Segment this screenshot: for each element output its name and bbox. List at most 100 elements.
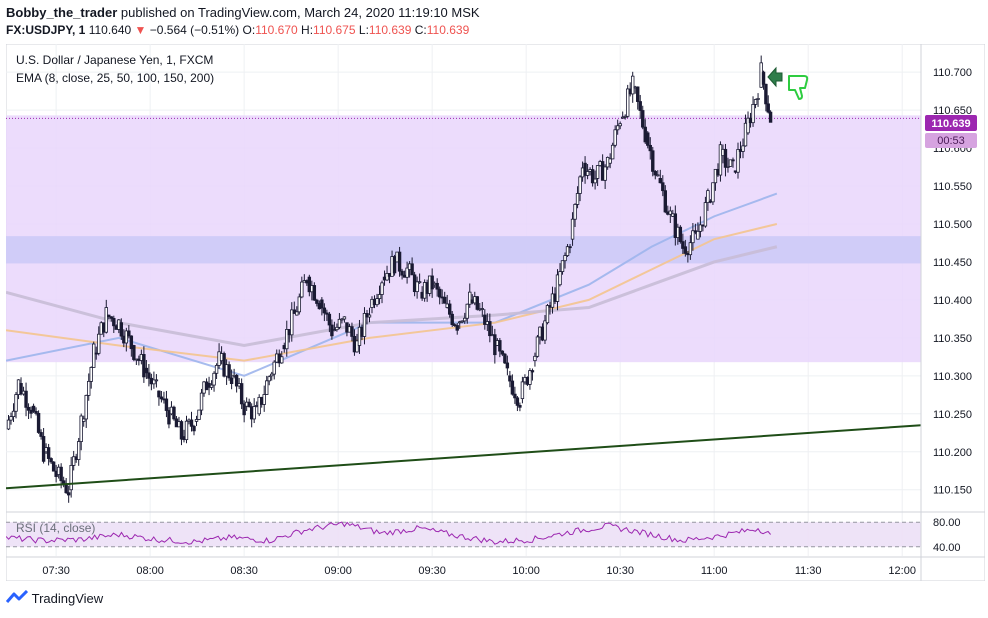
candle	[69, 456, 73, 498]
candle	[315, 298, 319, 307]
price-tick-1: 110.200	[933, 447, 972, 459]
candle-body	[234, 374, 239, 387]
candle	[132, 344, 136, 362]
candle	[272, 360, 276, 380]
candle	[713, 168, 718, 191]
candle	[661, 175, 665, 197]
time-tick-1: 08:00	[136, 565, 164, 577]
candle-body	[332, 329, 337, 332]
candle	[751, 96, 755, 127]
price-axis[interactable]: 110.150 110.200 110.250 110.300 110.350 110.4…	[920, 44, 972, 581]
candle	[731, 157, 735, 168]
candle	[475, 296, 479, 311]
footer-brand[interactable]: TradingView	[5, 590, 103, 612]
price-tick-6: 110.450	[933, 257, 972, 269]
chart-frame[interactable]: 110.150 110.200 110.250 110.300 110.350 110.4…	[5, 43, 986, 582]
candle-body	[711, 182, 715, 203]
trendline[interactable]	[5, 424, 922, 490]
candle	[583, 156, 587, 184]
highlight-zones	[6, 115, 921, 363]
candle	[668, 206, 673, 223]
candle	[227, 361, 231, 381]
price-chart[interactable]: 110.150 110.200 110.250 110.300 110.350 110.4…	[5, 43, 986, 582]
candle	[688, 235, 693, 260]
candle-body	[706, 190, 710, 204]
candle-body	[340, 318, 344, 321]
candle-body	[415, 281, 419, 293]
candle-body	[76, 441, 81, 460]
candle-body	[300, 281, 304, 298]
candle	[159, 390, 164, 403]
candle	[92, 341, 96, 368]
candle-body	[673, 213, 678, 238]
candle	[508, 370, 512, 388]
candle-body	[653, 170, 657, 176]
candle	[312, 282, 317, 301]
candle	[565, 244, 570, 257]
candle	[505, 355, 510, 376]
time-tick-5: 10:00	[512, 565, 540, 577]
candle-body	[320, 299, 324, 309]
candle-body	[227, 364, 231, 379]
candle	[681, 233, 685, 254]
candle	[71, 450, 76, 471]
candle	[468, 283, 472, 308]
candle	[518, 402, 522, 412]
candle-body	[257, 396, 261, 415]
candle-body	[49, 458, 53, 463]
candle	[337, 313, 342, 330]
candle	[593, 170, 597, 190]
candle	[307, 274, 312, 297]
candle-body	[688, 242, 693, 256]
candle	[736, 142, 740, 179]
candle-body	[267, 376, 271, 382]
candle-body	[342, 316, 347, 320]
legend-title[interactable]: U.S. Dollar / Japanese Yen, 1, FXCM	[16, 53, 213, 67]
candle-body	[184, 420, 189, 441]
candle-body	[107, 314, 111, 318]
zone-1	[6, 236, 921, 264]
candle	[568, 243, 572, 254]
candle	[252, 398, 256, 424]
candle	[247, 398, 251, 408]
candle	[503, 352, 507, 365]
legend-rsi[interactable]: RSI (14, close)	[16, 521, 95, 535]
candle-body	[212, 372, 216, 386]
price-tick-2: 110.250	[933, 409, 972, 421]
candle-body	[683, 246, 688, 254]
candle-body	[528, 370, 532, 385]
candle	[726, 157, 730, 173]
candle	[189, 411, 194, 432]
candle	[290, 302, 294, 342]
candle-body	[603, 166, 607, 181]
candle-body	[92, 343, 96, 368]
candle	[144, 359, 149, 380]
candle-body	[112, 317, 116, 327]
candle-body	[631, 75, 635, 95]
candle	[325, 309, 329, 321]
candle-body	[51, 461, 56, 472]
candle-body	[483, 314, 487, 325]
candle	[265, 375, 269, 395]
low-label: L:	[358, 23, 369, 37]
candle-body	[11, 410, 16, 417]
time-axis[interactable]: 07:30 08:00 08:30 09:00 09:30 10:00 10:30 11:00…	[6, 556, 985, 577]
candle	[533, 352, 537, 367]
candle-body	[741, 145, 745, 152]
candle	[51, 461, 56, 472]
candle-body	[197, 409, 201, 420]
candle	[610, 142, 615, 160]
last-price: 110.640	[88, 23, 132, 37]
legend-ema[interactable]: EMA (8, close, 25, 50, 100, 150, 200)	[16, 71, 214, 85]
candle-body	[723, 148, 728, 168]
candle	[129, 335, 134, 357]
candle	[718, 141, 723, 182]
tradingview-logo-icon	[5, 590, 29, 607]
author-name[interactable]: Bobby_the_trader	[6, 5, 118, 20]
candle-body	[756, 98, 760, 100]
candle-body	[743, 122, 748, 147]
candle-body	[192, 425, 196, 432]
candle	[31, 403, 36, 413]
candle-body	[641, 110, 645, 128]
candle-body	[761, 71, 766, 85]
